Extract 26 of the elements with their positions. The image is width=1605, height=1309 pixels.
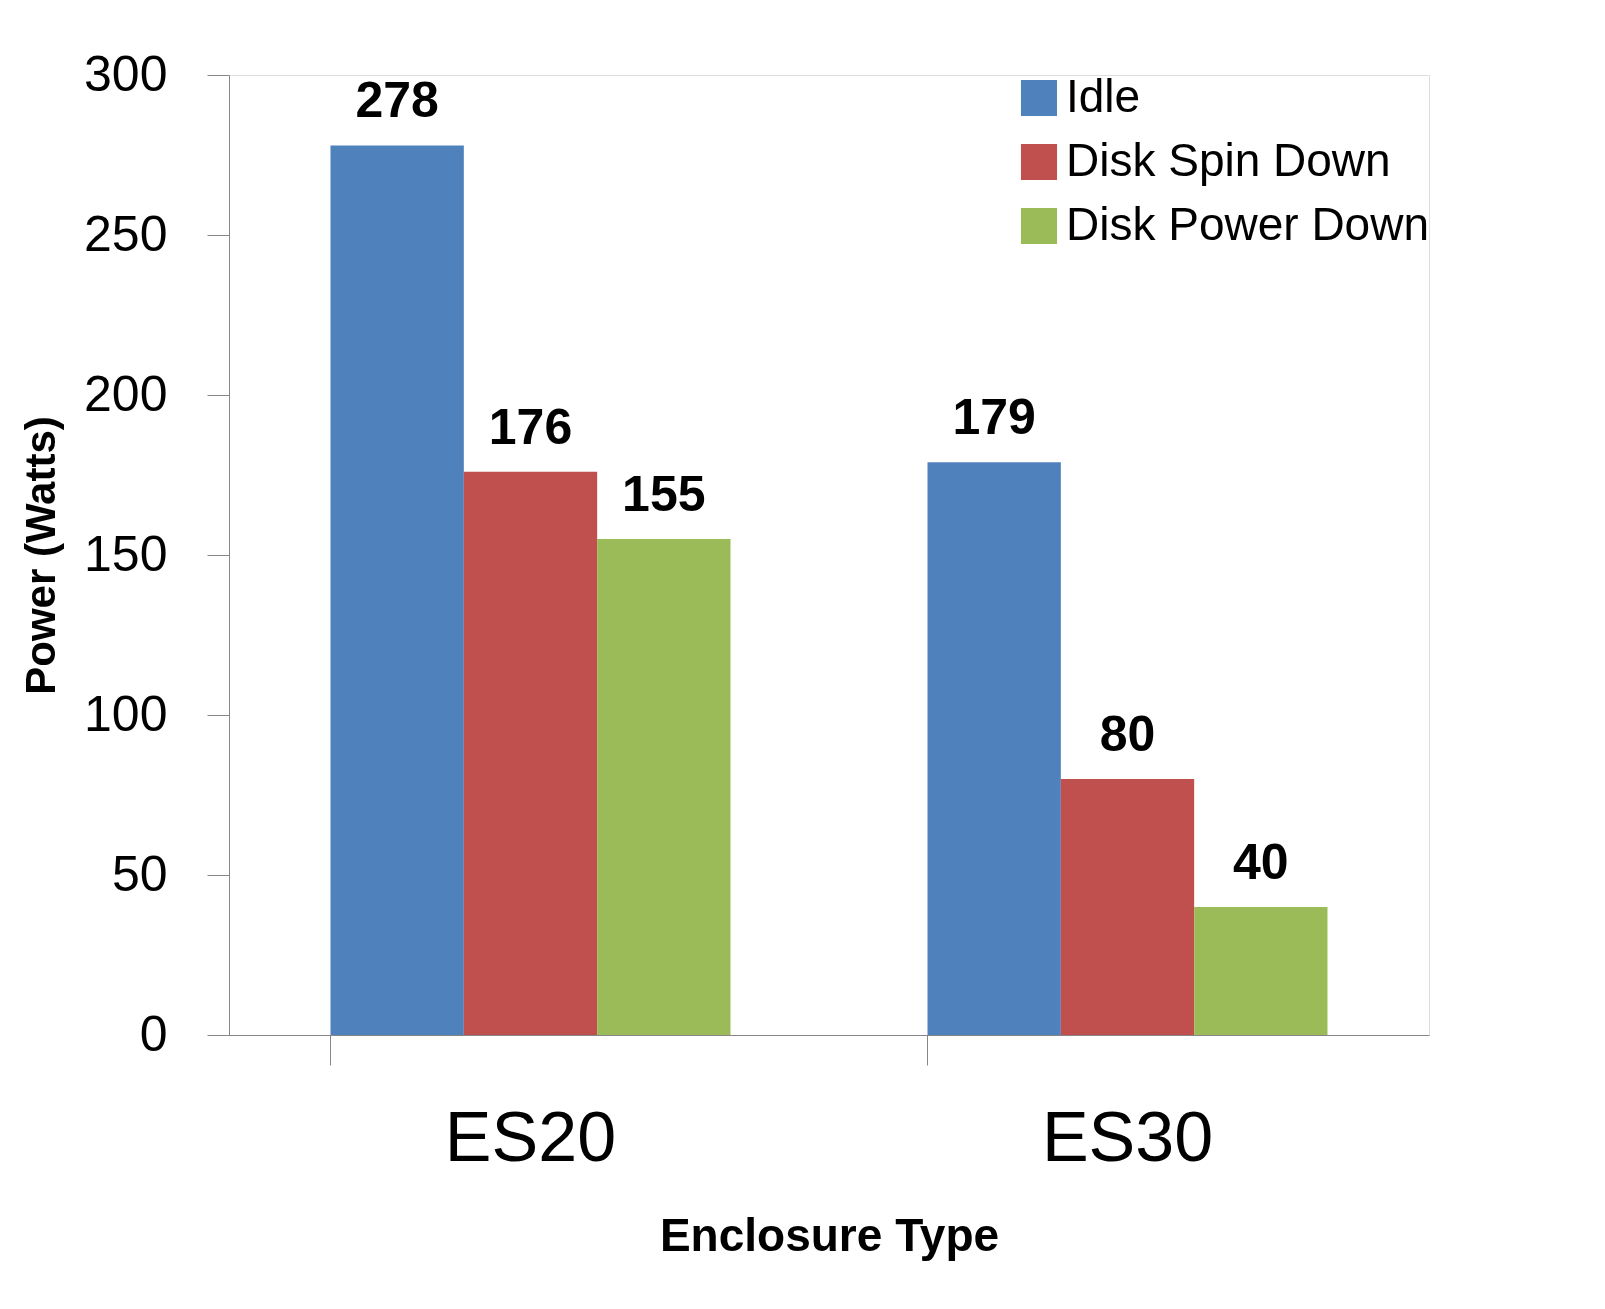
x-axis-title: Enclosure Type: [659, 1208, 1000, 1261]
y-tick-label: 150: [84, 525, 168, 582]
y-tick-label: 200: [84, 365, 168, 422]
x-tick-label: ES20: [444, 1097, 617, 1176]
bar: [1060, 779, 1195, 1035]
data-label: 80: [1099, 706, 1156, 762]
y-tick-label: 100: [84, 685, 168, 742]
legend-label: Disk Spin Down: [1066, 134, 1391, 186]
bar: [463, 471, 598, 1035]
data-label: 40: [1233, 834, 1289, 890]
y-tick-label: 300: [84, 45, 168, 102]
x-tick-label: ES30: [1041, 1097, 1214, 1176]
y-tick-label: 50: [111, 845, 168, 902]
bar: [330, 145, 464, 1035]
legend-label: Idle: [1066, 70, 1141, 122]
y-tick-label: 0: [139, 1005, 168, 1062]
y-axis-title: Power (Watts): [17, 416, 65, 695]
data-label: 155: [622, 466, 706, 522]
bar: [1194, 907, 1328, 1035]
bar: [927, 462, 1061, 1035]
data-label: 176: [488, 398, 573, 455]
data-label: 278: [355, 72, 439, 129]
bar: [597, 539, 731, 1035]
y-tick-label: 250: [84, 205, 168, 262]
data-label: 179: [952, 389, 1036, 446]
legend-label: Disk Power Down: [1066, 198, 1429, 250]
